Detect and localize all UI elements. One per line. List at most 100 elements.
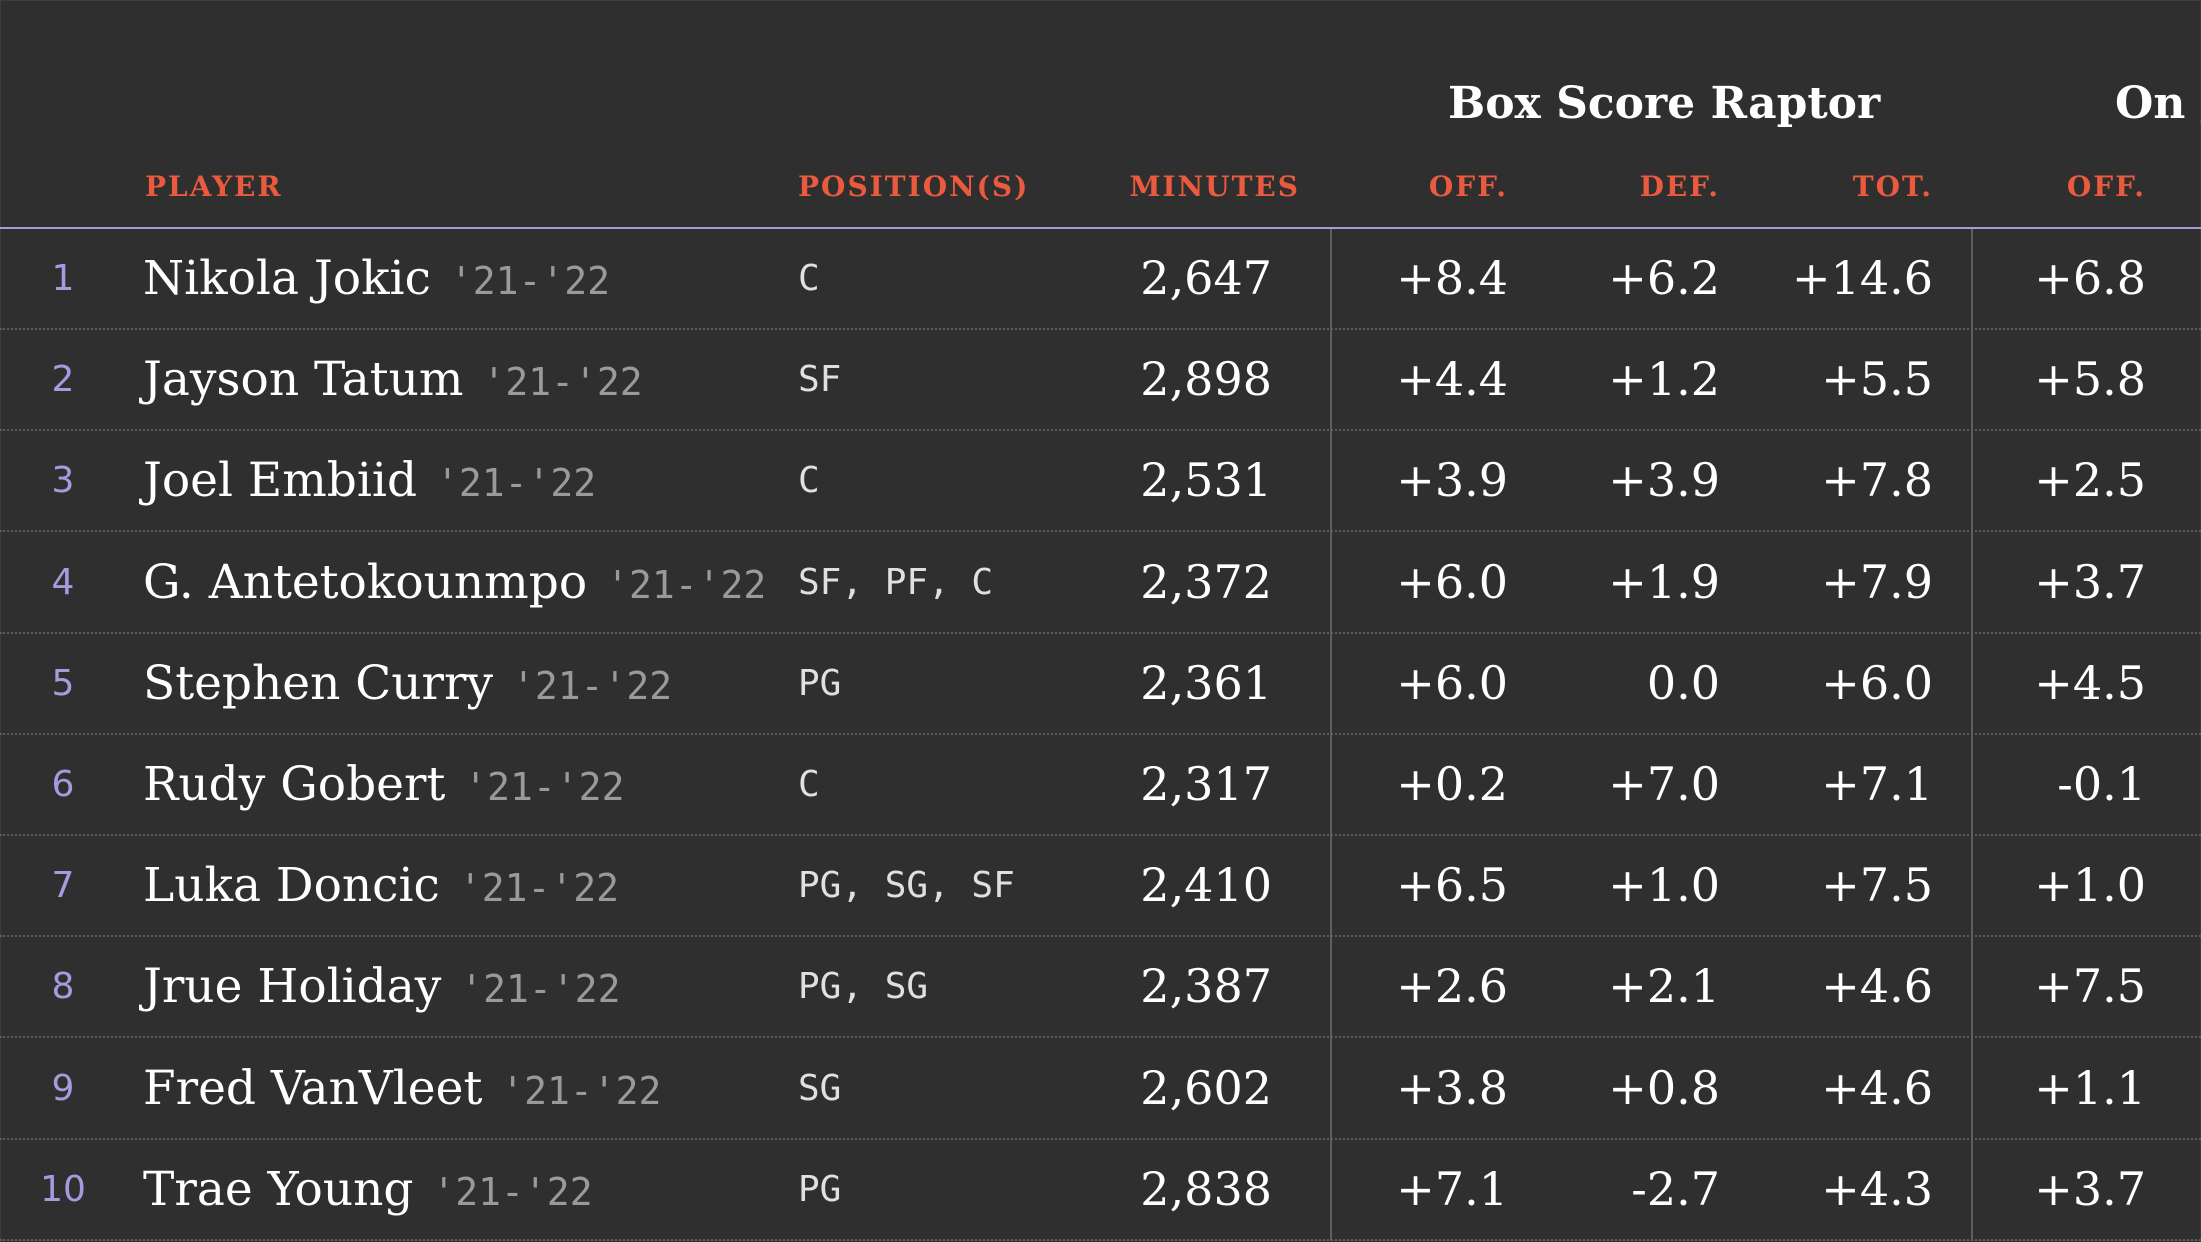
header-onoff-off[interactable]: OFF.: [2066, 170, 2146, 203]
table-row[interactable]: 10 Trae Young '21-'22 PG 2,838 +7.1 -2.7 +4.3 +…: [0, 1140, 2201, 1241]
rank-cell: 8: [51, 966, 75, 1008]
bsr-off-cell: +0.2: [1396, 757, 1508, 811]
table-row[interactable]: 3 Joel Embiid '21-'22 C 2,531 +3.9 +3.9 +7.8 +2…: [0, 431, 2201, 533]
bsr-tot-cell: +14.6: [1792, 251, 1933, 305]
bsr-off-cell: +4.4: [1396, 352, 1508, 407]
bsr-def-cell: +7.0: [1608, 757, 1720, 811]
player-cell: Trae Young '21-'22: [143, 1140, 593, 1239]
bsr-tot-cell: +5.5: [1821, 352, 1933, 407]
bsr-tot-cell: +6.0: [1821, 655, 1933, 710]
position-cell: PG, SG, SF: [798, 865, 1015, 907]
minutes-cell: 2,602: [1140, 1060, 1272, 1115]
rank-cell: 2: [51, 359, 75, 401]
onoff-off-cell: +1.1: [2034, 1060, 2146, 1115]
season-label: '21-'22: [501, 1068, 662, 1113]
position-cell: PG: [798, 662, 842, 704]
rank-cell: 9: [51, 1067, 75, 1109]
bsr-off-cell: +6.0: [1396, 655, 1508, 710]
bsr-off-cell: +6.5: [1396, 858, 1508, 913]
header-bsr-off[interactable]: OFF.: [1428, 170, 1508, 203]
bsr-def-cell: +0.8: [1608, 1060, 1720, 1115]
player-name: Jayson Tatum: [143, 352, 464, 408]
season-label: '21-'22: [432, 1169, 593, 1214]
position-cell: PG, SG: [798, 966, 929, 1008]
player-cell: Joel Embiid '21-'22: [143, 431, 596, 530]
onoff-off-cell: +5.8: [2034, 352, 2146, 407]
season-label: '21-'22: [464, 765, 625, 809]
minutes-cell: 2,410: [1140, 858, 1272, 913]
column-divider-box-score: [1971, 229, 1973, 1241]
header-player[interactable]: PLAYER: [145, 170, 283, 203]
minutes-cell: 2,531: [1140, 453, 1272, 508]
season-label: '21-'22: [458, 866, 619, 911]
group-title-on-off: On /: [2115, 78, 2201, 129]
rank-cell: 3: [51, 460, 75, 502]
table-row[interactable]: 1 Nikola Jokic '21-'22 C 2,647 +8.4 +6.2 +14.6…: [0, 229, 2201, 330]
position-cell: C: [798, 460, 820, 502]
player-cell: Nikola Jokic '21-'22: [143, 229, 610, 328]
bsr-off-cell: +8.4: [1396, 251, 1508, 305]
player-name: Jrue Holiday: [143, 959, 442, 1015]
bsr-def-cell: +6.2: [1608, 251, 1720, 305]
table-row[interactable]: 8 Jrue Holiday '21-'22 PG, SG 2,387 +2.6 +2.1…: [0, 937, 2201, 1039]
bsr-off-cell: +3.9: [1396, 453, 1508, 508]
position-cell: SF: [798, 359, 842, 401]
position-cell: SF, PF, C: [798, 561, 994, 603]
minutes-cell: 2,898: [1140, 352, 1272, 407]
header-bsr-def[interactable]: DEF.: [1639, 170, 1720, 203]
bsr-def-cell: +1.2: [1608, 352, 1720, 407]
table-row[interactable]: 5 Stephen Curry '21-'22 PG 2,361 +6.0 0.0 +6.0…: [0, 634, 2201, 735]
column-divider-minutes: [1330, 229, 1332, 1241]
table-row[interactable]: 2 Jayson Tatum '21-'22 SF 2,898 +4.4 +1.2 +5.5…: [0, 330, 2201, 432]
player-name: Trae Young: [143, 1161, 414, 1217]
minutes-cell: 2,361: [1140, 655, 1272, 710]
onoff-off-cell: +7.5: [2034, 959, 2146, 1014]
player-cell: Luka Doncic '21-'22: [143, 836, 619, 935]
season-label: '21-'22: [482, 360, 643, 405]
bsr-tot-cell: +7.9: [1821, 554, 1933, 609]
table-row[interactable]: 7 Luka Doncic '21-'22 PG, SG, SF 2,410 +6.5 +…: [0, 836, 2201, 938]
group-title-box-score-raptor: Box Score Raptor: [1448, 78, 1881, 129]
season-label: '21-'22: [436, 461, 597, 506]
bsr-off-cell: +7.1: [1396, 1161, 1508, 1216]
header-bsr-tot[interactable]: TOT.: [1852, 170, 1933, 203]
minutes-cell: 2,317: [1140, 757, 1272, 811]
player-name: G. Antetokounmpo: [143, 554, 588, 610]
rank-cell: 7: [51, 865, 75, 907]
bsr-tot-cell: +7.5: [1821, 858, 1933, 913]
onoff-off-cell: -0.1: [2057, 757, 2146, 811]
player-name: Luka Doncic: [143, 858, 440, 914]
onoff-off-cell: +3.7: [2034, 554, 2146, 609]
header-minutes[interactable]: MINUTES: [1129, 170, 1300, 203]
season-label: '21-'22: [460, 967, 621, 1012]
player-cell: Rudy Gobert '21-'22: [143, 735, 624, 834]
player-cell: Fred VanVleet '21-'22: [143, 1039, 661, 1138]
season-label: '21-'22: [606, 562, 767, 607]
player-cell: Jayson Tatum '21-'22: [143, 330, 643, 429]
table-row[interactable]: 4 G. Antetokounmpo '21-'22 SF, PF, C 2,372 +…: [0, 533, 2201, 634]
bsr-def-cell: +2.1: [1608, 959, 1720, 1014]
player-name: Rudy Gobert: [143, 757, 446, 812]
header-positions[interactable]: POSITION(S): [798, 170, 1030, 203]
player-name: Nikola Jokic: [143, 251, 431, 306]
bsr-def-cell: 0.0: [1646, 655, 1720, 710]
minutes-cell: 2,647: [1140, 251, 1272, 305]
table-row[interactable]: 9 Fred VanVleet '21-'22 SG 2,602 +3.8 +0.8 +4.…: [0, 1039, 2201, 1140]
player-name: Fred VanVleet: [143, 1060, 483, 1116]
minutes-cell: 2,838: [1140, 1161, 1272, 1216]
position-cell: C: [798, 258, 820, 299]
player-cell: G. Antetokounmpo '21-'22: [143, 533, 766, 632]
minutes-cell: 2,387: [1140, 959, 1272, 1014]
onoff-off-cell: +4.5: [2034, 655, 2146, 710]
rank-cell: 4: [51, 561, 75, 603]
onoff-off-cell: +3.7: [2034, 1161, 2146, 1216]
bsr-tot-cell: +4.3: [1821, 1161, 1933, 1216]
bsr-tot-cell: +4.6: [1821, 959, 1933, 1014]
bsr-def-cell: +1.9: [1608, 554, 1720, 609]
minutes-cell: 2,372: [1140, 554, 1272, 609]
table-row[interactable]: 6 Rudy Gobert '21-'22 C 2,317 +0.2 +7.0 +7.1 -0…: [0, 735, 2201, 836]
bsr-off-cell: +2.6: [1396, 959, 1508, 1014]
player-name: Stephen Curry: [143, 655, 493, 711]
rank-cell: 5: [51, 662, 75, 704]
bsr-tot-cell: +4.6: [1821, 1060, 1933, 1115]
